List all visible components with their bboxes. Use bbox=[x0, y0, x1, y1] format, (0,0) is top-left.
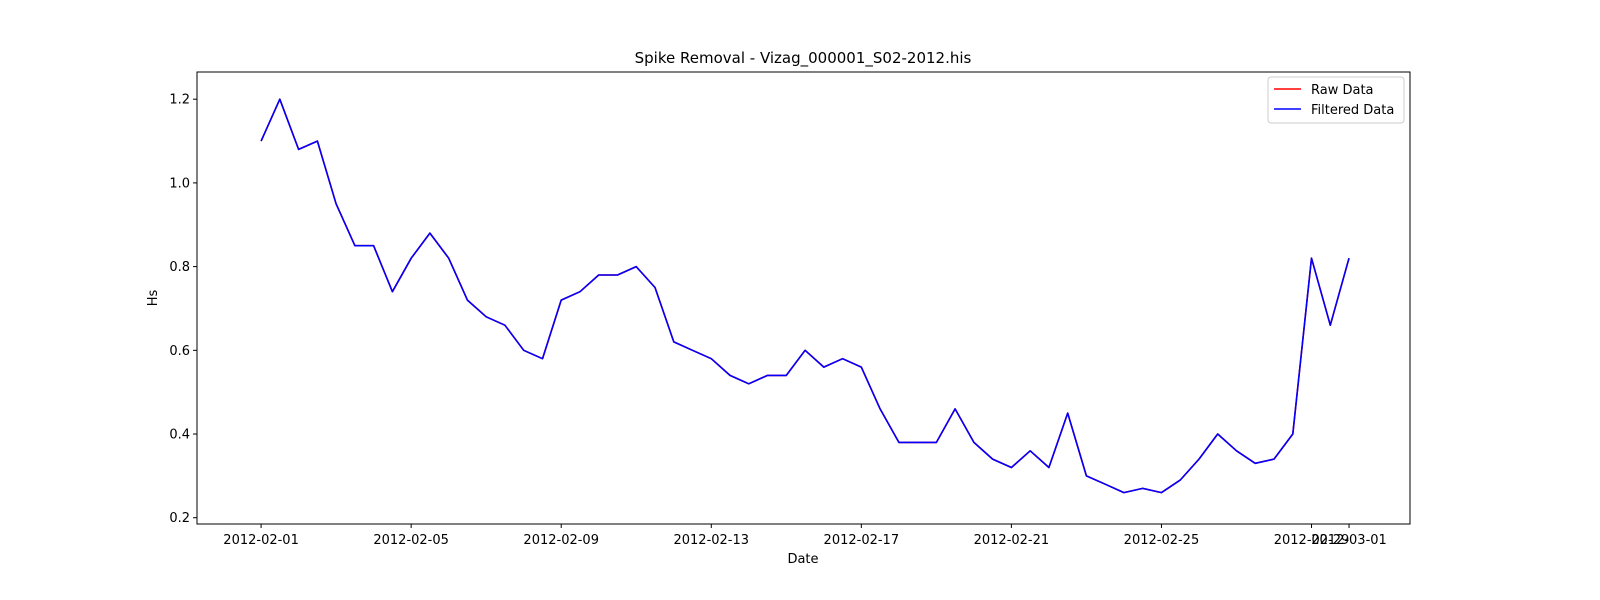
x-tick-label: 2012-02-05 bbox=[373, 533, 449, 548]
x-tick-label: 2012-02-13 bbox=[673, 533, 749, 548]
legend-label-raw-data: Raw Data bbox=[1311, 83, 1374, 98]
y-axis-label: Hs bbox=[146, 290, 161, 307]
plot-lines bbox=[260, 98, 1350, 494]
chart-title: Spike Removal - Vizag_000001_S02-2012.hi… bbox=[635, 49, 972, 68]
x-tick-label: 2012-03-01 bbox=[1311, 533, 1387, 548]
y-tick-label: 1.2 bbox=[169, 93, 190, 108]
x-tick-label: 2012-02-25 bbox=[1124, 533, 1200, 548]
legend: Raw Data Filtered Data bbox=[1267, 76, 1405, 124]
plot-frame bbox=[196, 71, 1411, 525]
legend-label-filtered-data: Filtered Data bbox=[1311, 103, 1394, 118]
x-axis-label: Date bbox=[787, 552, 818, 567]
y-tick-label: 1.0 bbox=[169, 176, 190, 191]
x-axis: 2012-02-01 2012-02-05 2012-02-09 2012-02-13… bbox=[223, 524, 1387, 548]
legend-box bbox=[1267, 76, 1405, 124]
y-tick-label: 0.2 bbox=[169, 511, 190, 526]
x-tick-label: 2012-02-01 bbox=[223, 533, 299, 548]
x-tick-label: 2012-02-17 bbox=[824, 533, 900, 548]
x-tick-label: 2012-02-09 bbox=[523, 533, 599, 548]
y-tick-label: 0.8 bbox=[169, 260, 190, 275]
x-tick-label: 2012-02-21 bbox=[974, 533, 1050, 548]
series-line-filtered-data bbox=[260, 98, 1350, 494]
y-axis: 0.2 0.4 0.6 0.8 1.0 1.2 bbox=[169, 93, 197, 526]
y-tick-label: 0.4 bbox=[169, 428, 190, 443]
y-tick-label: 0.6 bbox=[169, 344, 190, 359]
x-tick-label: 2012-02-29 bbox=[1274, 533, 1350, 548]
